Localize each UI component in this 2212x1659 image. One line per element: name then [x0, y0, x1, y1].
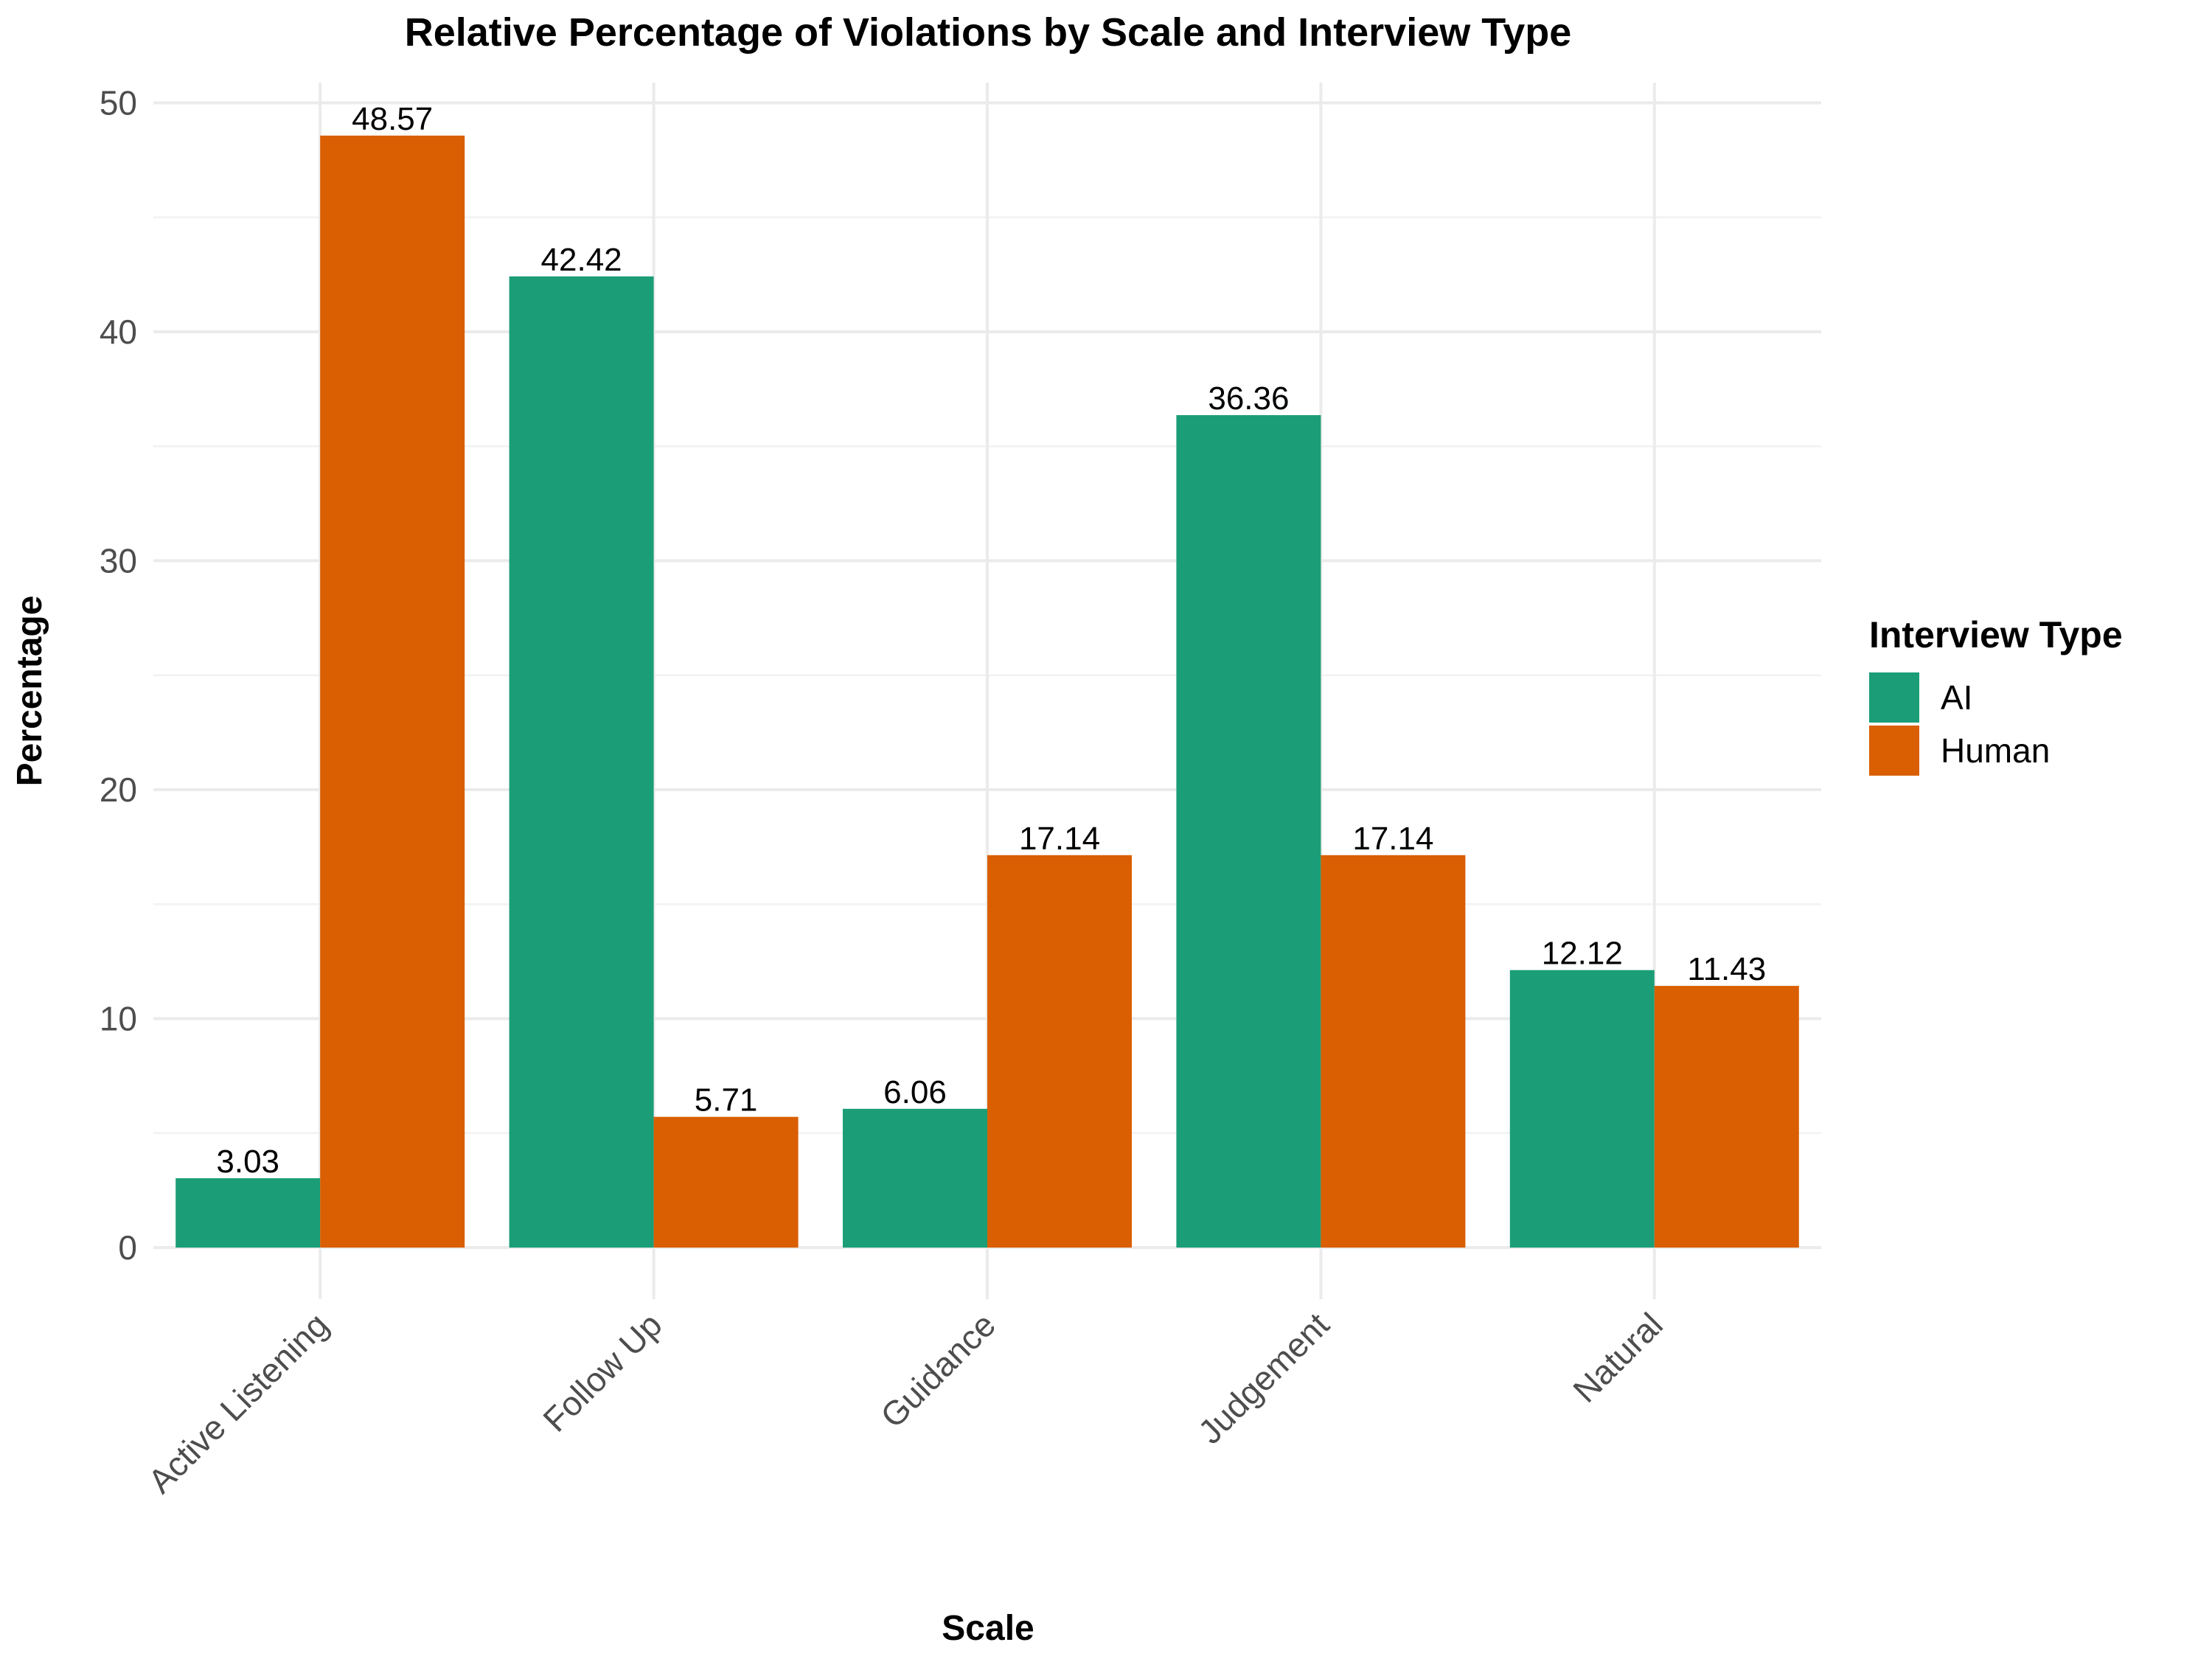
legend-swatch-human	[1869, 726, 1919, 776]
chart-title: Relative Percentage of Violations by Sca…	[405, 10, 1572, 55]
x-axis-title: Scale	[942, 1609, 1034, 1648]
x-tick-label: Judgement	[1191, 1305, 1337, 1451]
bar-human	[320, 135, 465, 1248]
y-tick-label: 30	[100, 542, 137, 580]
bar-human	[653, 1116, 799, 1248]
y-axis-ticks: 0 10 20 30 40 50	[100, 84, 137, 1267]
y-tick-label: 10	[100, 1000, 137, 1038]
data-label: 42.42	[541, 242, 622, 278]
data-labels: 3.03 42.42 6.06 36.36 12.12 48.57 5.71 17.14 17.…	[216, 101, 1766, 1180]
bar-human	[1321, 855, 1466, 1248]
y-tick-label: 20	[100, 771, 137, 809]
y-tick-label: 40	[100, 313, 137, 351]
x-tick-label: Guidance	[873, 1305, 1003, 1435]
y-tick-label: 50	[100, 84, 137, 122]
bar-ai	[843, 1108, 987, 1248]
legend-swatch-ai	[1869, 672, 1919, 723]
x-tick-label: Follow Up	[535, 1305, 669, 1439]
legend: Interview Type AI Human	[1869, 614, 2123, 776]
x-tick-label: Natural	[1565, 1305, 1670, 1410]
y-tick-label: 0	[118, 1228, 137, 1267]
x-tick-label: Active Listening	[141, 1305, 336, 1500]
legend-label-human: Human	[1941, 731, 2050, 770]
data-label: 6.06	[883, 1074, 947, 1110]
bar-human	[987, 855, 1132, 1248]
data-label: 11.43	[1687, 951, 1766, 987]
data-label: 48.57	[352, 101, 433, 137]
bar-ai	[509, 276, 654, 1248]
data-label: 5.71	[695, 1082, 758, 1119]
data-label: 12.12	[1542, 936, 1623, 972]
bar-ai	[1176, 415, 1321, 1248]
bars	[175, 135, 1799, 1248]
x-axis-ticks: Active Listening Follow Up Guidance Judgeme…	[141, 1305, 1670, 1500]
data-label: 36.36	[1208, 380, 1289, 417]
legend-title: Interview Type	[1869, 614, 2123, 655]
bar-human	[1654, 986, 1799, 1248]
legend-items: AI Human	[1869, 672, 2050, 776]
data-label: 17.14	[1352, 821, 1433, 857]
bar-ai	[175, 1178, 321, 1248]
bar-ai	[1509, 970, 1655, 1248]
data-label: 3.03	[216, 1144, 279, 1180]
y-axis-title: Percentage	[10, 596, 49, 787]
legend-label-ai: AI	[1941, 678, 1972, 717]
data-label: 17.14	[1019, 821, 1100, 857]
